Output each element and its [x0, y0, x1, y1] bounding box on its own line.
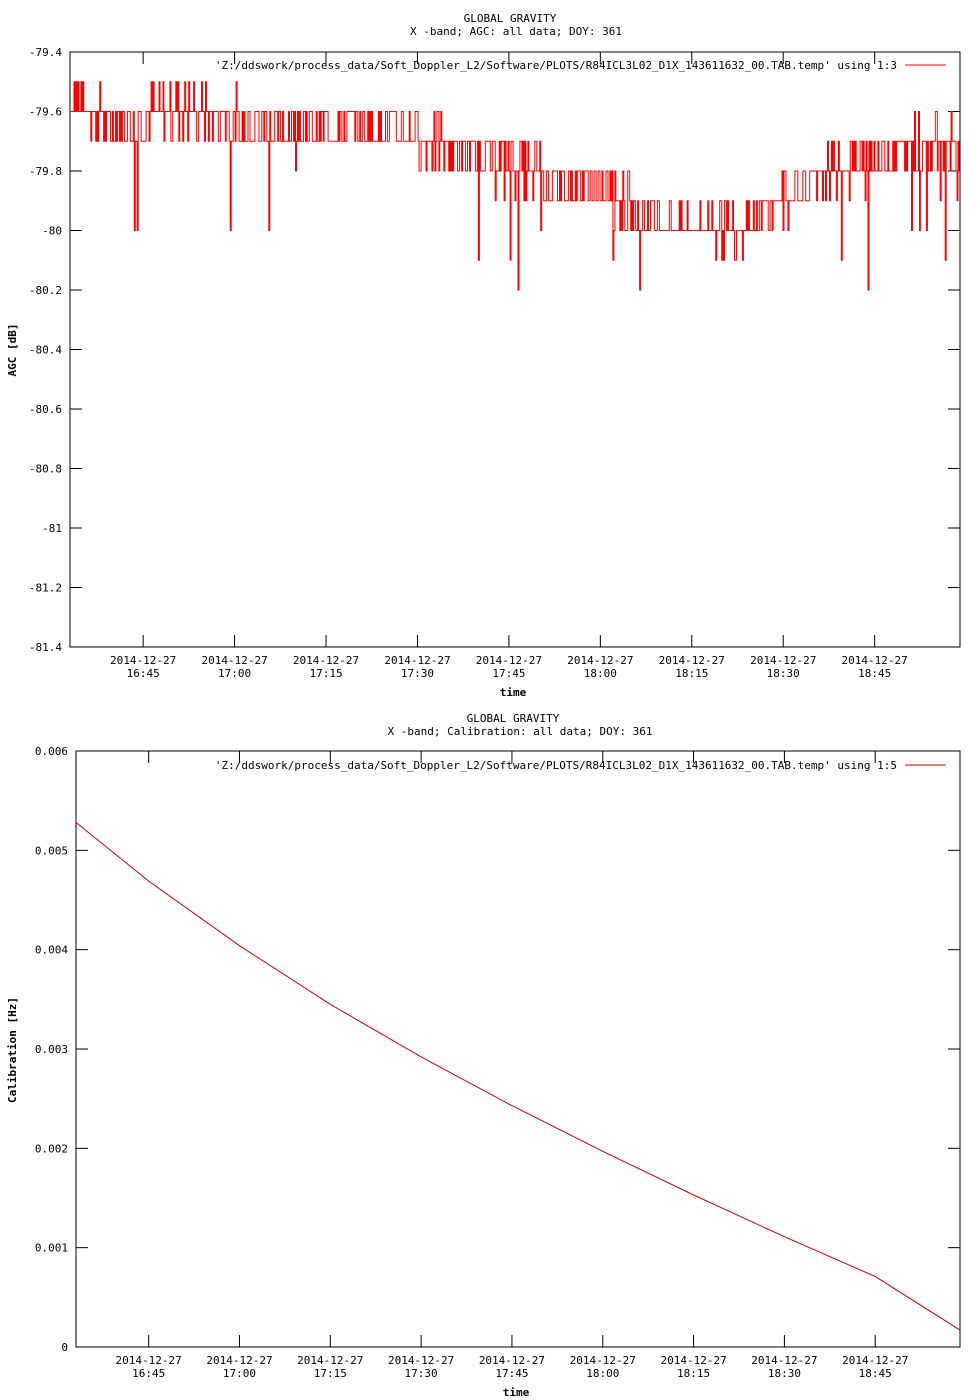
agc-x-tick-time: 17:00 — [218, 667, 251, 680]
calibration-y-tick-label: 0.005 — [35, 844, 68, 857]
calibration-x-tick-time: 18:15 — [677, 1367, 710, 1380]
agc-x-axis: 2014-12-2716:452014-12-2717:002014-12-27… — [110, 52, 908, 680]
calibration-plot-frame — [75, 750, 961, 1348]
calibration-x-tick-time: 17:15 — [314, 1367, 347, 1380]
agc-x-tick-date: 2014-12-27 — [567, 654, 633, 667]
calibration-y-tick-label: 0 — [61, 1341, 68, 1354]
calibration-x-tick-date: 2014-12-27 — [116, 1354, 182, 1367]
calibration-x-tick-date: 2014-12-27 — [660, 1354, 726, 1367]
agc-y-tick-label: -81 — [42, 522, 62, 535]
calibration-x-tick-time: 17:45 — [495, 1367, 528, 1380]
calibration-chart-title: GLOBAL GRAVITY — [467, 712, 560, 725]
agc-x-tick-time: 18:30 — [767, 667, 800, 680]
calibration-x-tick-time: 18:30 — [768, 1367, 801, 1380]
agc-x-tick-date: 2014-12-27 — [476, 654, 542, 667]
agc-x-tick-time: 16:45 — [127, 667, 160, 680]
calibration-x-tick-time: 16:45 — [132, 1367, 165, 1380]
agc-x-tick-time: 18:00 — [584, 667, 617, 680]
agc-y-tick-label: -81.2 — [29, 582, 62, 595]
agc-plot-frame — [69, 51, 961, 648]
calibration-x-tick-date: 2014-12-27 — [297, 1354, 363, 1367]
calibration-chart: GLOBAL GRAVITY X -band; Calibration: all… — [6, 712, 961, 1399]
calibration-x-tick-time: 18:45 — [859, 1367, 892, 1380]
calibration-y-axis: 0.006 0.005 0.004 0.003 0.002 0.001 0 — [35, 745, 960, 1354]
calibration-x-tick-date: 2014-12-27 — [388, 1354, 454, 1367]
calibration-x-tick-date: 2014-12-27 — [479, 1354, 545, 1367]
agc-x-tick-time: 18:45 — [858, 667, 891, 680]
agc-x-tick-date: 2014-12-27 — [750, 654, 816, 667]
calibration-x-axis-label: time — [503, 1386, 530, 1399]
agc-x-tick-date: 2014-12-27 — [293, 654, 359, 667]
agc-y-tick-label: -80.4 — [29, 344, 62, 357]
agc-x-tick-time: 17:45 — [492, 667, 525, 680]
agc-x-tick-date: 2014-12-27 — [110, 654, 176, 667]
calibration-x-axis: 2014-12-2716:452014-12-2717:002014-12-27… — [116, 751, 908, 1380]
agc-y-tick-label: -81.4 — [29, 641, 62, 654]
calibration-y-tick-label: 0.001 — [35, 1242, 68, 1255]
calibration-x-tick-date: 2014-12-27 — [751, 1354, 817, 1367]
agc-y-axis: -79.4 -79.6 -79.8 -80 -80.2 -80.4 -80.6 -80.8 -8… — [29, 46, 960, 654]
calibration-y-axis-label: Calibration [Hz] — [6, 997, 19, 1103]
agc-x-tick-date: 2014-12-27 — [201, 654, 267, 667]
agc-y-axis-label: AGC [dB] — [6, 324, 19, 377]
agc-x-axis-label: time — [500, 686, 527, 699]
calibration-legend-label: 'Z:/ddswork/process_data/Soft_Doppler_L2… — [215, 759, 897, 772]
calibration-series-line — [75, 822, 961, 1331]
agc-x-tick-date: 2014-12-27 — [384, 654, 450, 667]
agc-y-tick-label: -80.6 — [29, 403, 62, 416]
calibration-y-tick-label: 0.004 — [35, 944, 68, 957]
agc-y-tick-label: -79.8 — [29, 165, 62, 178]
agc-series-line — [70, 81, 960, 291]
agc-x-tick-time: 17:15 — [309, 667, 342, 680]
agc-chart-subtitle: X -band; AGC: all data; DOY: 361 — [410, 25, 622, 38]
agc-chart-title: GLOBAL GRAVITY — [464, 12, 557, 25]
agc-legend-label: 'Z:/ddswork/process_data/Soft_Doppler_L2… — [215, 59, 897, 72]
agc-x-tick-date: 2014-12-27 — [842, 654, 908, 667]
calibration-y-tick-label: 0.002 — [35, 1142, 68, 1155]
agc-chart: GLOBAL GRAVITY X -band; AGC: all data; D… — [6, 12, 961, 699]
agc-y-tick-label: -80.2 — [29, 284, 62, 297]
calibration-y-tick-label: 0.003 — [35, 1043, 68, 1056]
calibration-x-tick-time: 17:30 — [405, 1367, 438, 1380]
calibration-x-tick-date: 2014-12-27 — [206, 1354, 272, 1367]
calibration-x-tick-time: 17:00 — [223, 1367, 256, 1380]
agc-y-tick-label: -79.6 — [29, 106, 62, 119]
agc-y-tick-label: -79.4 — [29, 46, 62, 59]
calibration-y-tick-label: 0.006 — [35, 745, 68, 758]
agc-y-tick-label: -80 — [42, 225, 62, 238]
calibration-x-tick-date: 2014-12-27 — [842, 1354, 908, 1367]
agc-x-tick-date: 2014-12-27 — [659, 654, 725, 667]
agc-x-tick-time: 17:30 — [401, 667, 434, 680]
calibration-x-tick-time: 18:00 — [586, 1367, 619, 1380]
calibration-x-tick-date: 2014-12-27 — [570, 1354, 636, 1367]
calibration-chart-subtitle: X -band; Calibration: all data; DOY: 361 — [388, 725, 653, 738]
agc-x-tick-time: 18:15 — [675, 667, 708, 680]
agc-y-tick-label: -80.8 — [29, 463, 62, 476]
